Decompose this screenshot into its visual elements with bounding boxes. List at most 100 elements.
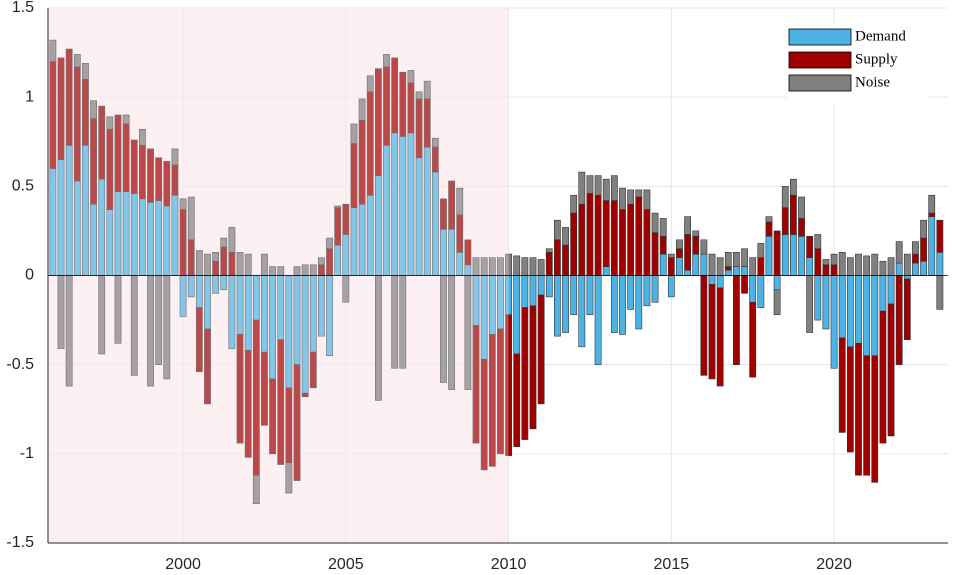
bar-segment [545, 252, 553, 276]
bar-segment [155, 157, 163, 201]
bar-segment [269, 378, 276, 455]
bar-segment [700, 239, 708, 255]
bar-segment [472, 325, 480, 444]
legend-label: Supply [855, 51, 898, 67]
bar-segment [773, 230, 781, 276]
bar-segment [895, 241, 903, 264]
bar-segment [285, 462, 293, 494]
bar-segment [602, 266, 610, 276]
x-tick-label: 2015 [654, 556, 690, 573]
bar-segment [789, 194, 797, 235]
x-tick-label: 2005 [328, 556, 364, 573]
bar-segment [488, 334, 496, 467]
bar-segment [635, 189, 643, 198]
bar-segment [244, 350, 252, 458]
bar-segment [806, 275, 814, 333]
bar-segment [749, 275, 757, 303]
bar-segment [529, 305, 537, 430]
bar-segment [554, 275, 561, 337]
x-tick-label: 2010 [491, 556, 527, 573]
bar-segment [464, 239, 472, 266]
bar-segment [920, 219, 927, 239]
bar-segment [733, 275, 740, 365]
bar-segment [456, 187, 464, 216]
bar-segment [928, 216, 936, 276]
bar-segment [814, 248, 822, 276]
bar-segment [684, 269, 691, 276]
y-tick-label: 1.5 [12, 0, 34, 16]
bar-segment [521, 257, 529, 276]
bar-segment [529, 275, 537, 307]
bar-segment [806, 235, 814, 258]
bar-segment [903, 278, 911, 341]
bar-segment [106, 116, 114, 130]
bar-segment [659, 235, 667, 255]
bar-segment [781, 234, 789, 276]
bar-segment [936, 219, 944, 253]
bar-segment [619, 209, 626, 276]
bar-segment [749, 301, 757, 378]
bar-segment [545, 275, 553, 298]
bar-segment [399, 71, 407, 137]
bar-segment [716, 257, 724, 276]
bar-segment [781, 186, 789, 209]
bar-segment [537, 275, 545, 296]
bar-segment [798, 218, 805, 237]
bar-segment [887, 257, 895, 276]
bar-segment [863, 255, 871, 276]
bar-segment [130, 139, 138, 194]
y-tick-label: 1 [25, 88, 34, 105]
bar-segment [643, 275, 651, 307]
bar-segment [90, 100, 97, 119]
bar-segment [578, 203, 586, 276]
legend-label: Demand [855, 28, 906, 44]
bar-segment [163, 161, 171, 207]
bar-segment [521, 307, 529, 440]
bar-segment [139, 128, 146, 146]
bar-segment [724, 252, 732, 267]
bar-segment [871, 275, 879, 357]
legend-swatch [788, 51, 852, 69]
bar-segment [830, 264, 838, 276]
bar-segment [765, 221, 773, 237]
bar-segment [228, 227, 236, 253]
bar-segment [643, 209, 651, 276]
bar-segment [415, 91, 423, 100]
bar-segment [554, 219, 561, 241]
bar-segment [798, 235, 805, 276]
bar-segment [586, 175, 594, 194]
bar-segment [586, 193, 594, 276]
bar-segment [765, 216, 773, 223]
bar-segment [708, 284, 716, 380]
bar-segment [65, 48, 73, 146]
bar-segment [684, 234, 691, 271]
bar-segment [716, 275, 724, 289]
bar-segment [855, 342, 862, 476]
y-tick-label: 0 [25, 267, 34, 284]
bar-segment [765, 235, 773, 276]
bar-segment [912, 241, 919, 255]
bar-segment [562, 227, 569, 246]
bar-segment [220, 237, 228, 248]
bar-segment [781, 207, 789, 235]
bar-segment [318, 257, 325, 266]
bar-segment [570, 212, 578, 276]
legend-swatch [788, 28, 852, 46]
bar-segment [773, 289, 781, 316]
bar-segment [147, 148, 154, 203]
bar-segment [537, 259, 545, 276]
bar-segment [545, 248, 553, 253]
bar-segment [724, 266, 732, 271]
bar-segment [887, 303, 895, 437]
bar-segment [830, 253, 838, 266]
bar-segment [610, 200, 618, 276]
x-tick-label: 2020 [816, 556, 852, 573]
bar-segment [204, 328, 211, 405]
bar-segment [407, 70, 415, 84]
bar-segment [342, 203, 350, 235]
bar-segment [936, 275, 944, 310]
bar-segment [708, 253, 716, 276]
bar-segment [895, 262, 903, 276]
bar-segment [855, 253, 862, 276]
